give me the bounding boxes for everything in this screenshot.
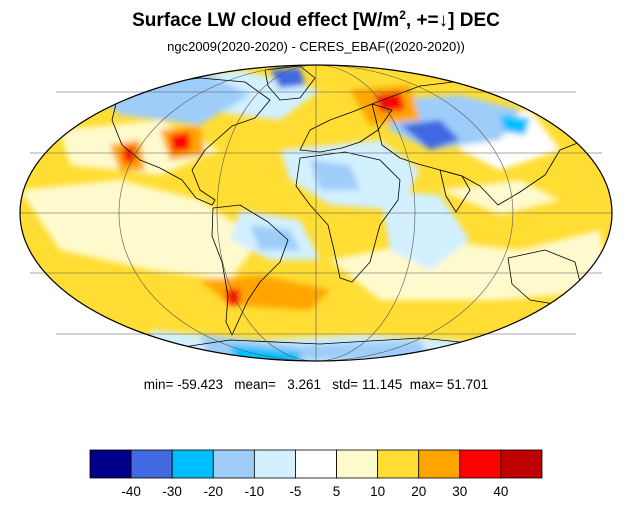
stat-min-label: min=: [143, 377, 174, 392]
colorbar-swatch: [336, 449, 379, 479]
colorbar-swatch: [377, 449, 420, 479]
field-patch-pale-blue: [380, 190, 470, 270]
field-patch-sky-blue: [500, 115, 530, 135]
stat-mean-value: 3.261: [287, 377, 321, 392]
colorbar-swatch: [253, 449, 296, 479]
colorbar-tick-label: 5: [333, 484, 341, 499]
colorbar-swatch: [171, 449, 214, 479]
colorbar-swatch: [418, 449, 461, 479]
colorbar-tick-label: -40: [121, 484, 141, 499]
colorbar-swatch: [295, 449, 337, 479]
field-patch-red: [170, 132, 190, 152]
colorbar-tick-label: -10: [245, 484, 265, 499]
colorbar-tick-label: 40: [493, 484, 508, 499]
colorbar-tick-label: -5: [289, 484, 301, 499]
stat-min-value: -59.423: [177, 377, 223, 392]
field-patch-light-blue: [250, 225, 300, 250]
plot-subtitle: ngc2009(2020-2020) - CERES_EBAF((2020-20…: [167, 39, 465, 54]
field-patch-light-blue: [310, 160, 360, 190]
coastline-africa: [295, 151, 401, 283]
field-patch-sky-blue: [270, 68, 305, 88]
field-patch-light-yellow: [20, 180, 260, 280]
colorbar-swatch: [212, 449, 255, 479]
colorbar-tick-label: -30: [162, 484, 182, 499]
stat-mean-label: mean=: [234, 377, 276, 392]
stat-std-value: 11.145: [361, 377, 403, 392]
colorbar-tick-label: 20: [411, 484, 426, 499]
stat-max-label: max=: [409, 377, 444, 392]
plot-title: Surface LW cloud effect [W/m2, +=↓] DEC: [0, 8, 632, 32]
colorbar-tick-label: 10: [370, 484, 385, 499]
coastline-india: [439, 169, 471, 213]
coastline-europe: [299, 103, 393, 153]
map-outline: [19, 64, 613, 362]
colorbar-swatch: [459, 449, 502, 479]
colorbar-swatch: [89, 449, 132, 479]
title-superscript: 2: [399, 8, 406, 22]
title-main: Surface LW cloud effect [W/m: [132, 10, 400, 31]
coastline-greenland: [264, 65, 316, 101]
colorbar-swatch: [130, 449, 173, 479]
colorbar-tick-label: -20: [204, 484, 224, 499]
field-patch-red: [122, 146, 135, 163]
coastline-north-america: [111, 77, 271, 206]
field-patch-sky-blue: [400, 120, 460, 150]
title-rest: , +=↓] DEC: [405, 10, 500, 31]
coastline-south-america: [211, 204, 289, 336]
statistics-line: min= -59.423 mean= 3.261 std= 11.145 max…: [0, 377, 632, 392]
stat-std-label: std=: [332, 377, 359, 392]
colorbar-tick-label: 30: [452, 484, 467, 499]
stat-max-value: 51.701: [446, 377, 489, 392]
field-patch-light-yellow: [440, 180, 560, 215]
colorbar-swatch: [500, 449, 543, 479]
